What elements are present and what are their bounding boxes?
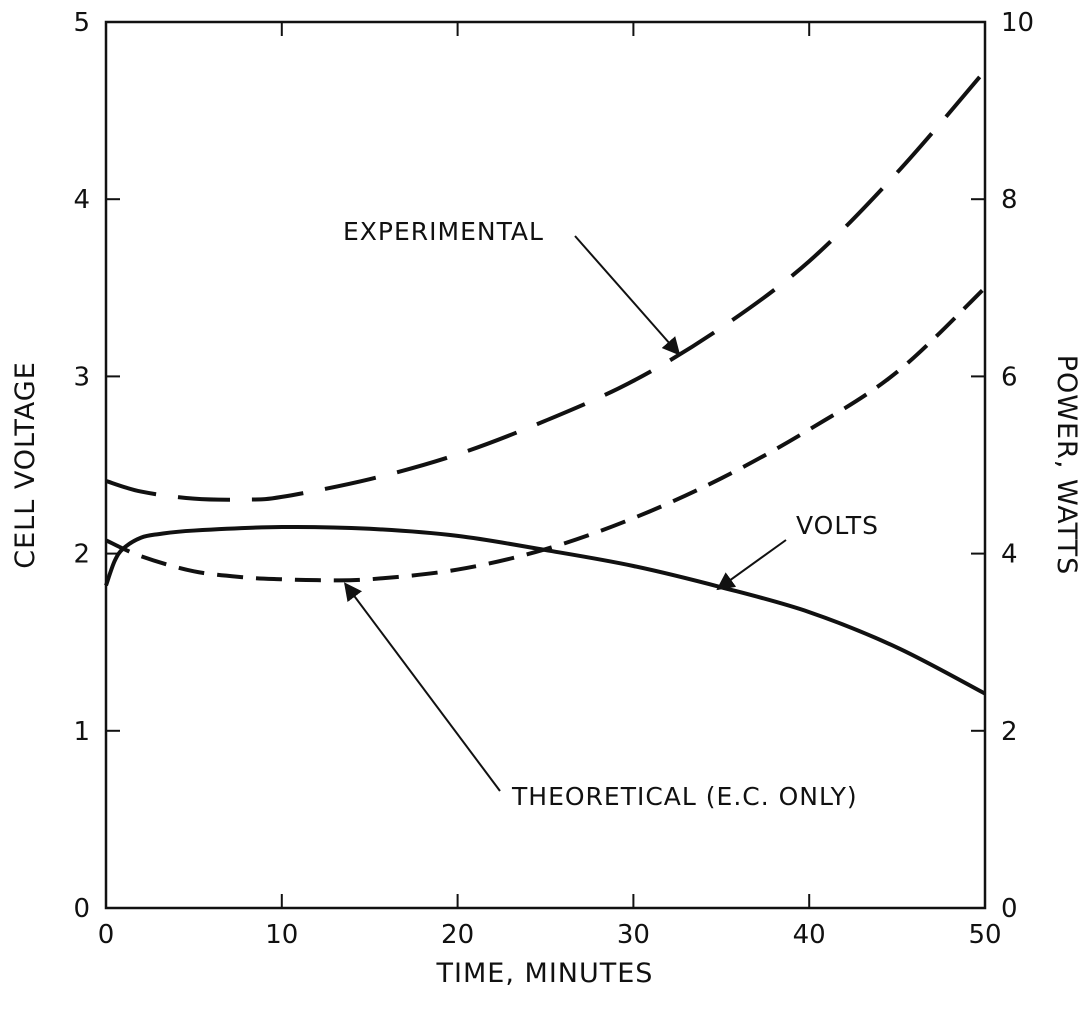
x-tick-label: 10 <box>265 920 298 950</box>
y-left-tick-label: 1 <box>73 717 90 747</box>
x-tick-label: 40 <box>793 920 826 950</box>
y-right-tick-label: 4 <box>1001 540 1018 570</box>
axis-ticks <box>105 21 986 909</box>
y-right-tick-label: 6 <box>1001 362 1018 392</box>
y-axis-right-label: POWER, WATTS <box>1051 355 1082 575</box>
y-left-tick-label: 5 <box>73 8 90 38</box>
x-tick-label: 20 <box>441 920 474 950</box>
annotation-arrow-experimental <box>574 235 681 356</box>
y-axis-left-label: CELL VOLTAGE <box>10 361 41 569</box>
y-left-tick-label: 0 <box>73 894 90 924</box>
y-left-tick-label: 3 <box>73 362 90 392</box>
annotation-layer: EXPERIMENTAL VOLTS THEORETICAL (E.C. ONLY) <box>343 217 879 811</box>
annotation-arrow-theoretical-e-c-only <box>344 582 501 792</box>
x-tick-label: 0 <box>98 920 115 950</box>
y-right-tick-label: 8 <box>1001 185 1018 215</box>
annotation-label-theoretical-e-c-only: THEORETICAL (E.C. ONLY) <box>511 782 858 811</box>
annotation-arrow-volts <box>716 539 787 591</box>
series-line-theoretical-e-c-only <box>105 286 987 583</box>
annotation-label-experimental: EXPERIMENTAL <box>343 217 544 246</box>
y-right-tick-label: 0 <box>1001 894 1018 924</box>
y-right-tick-label: 10 <box>1001 8 1034 38</box>
y-left-tick-label: 4 <box>73 185 90 215</box>
x-tick-label: 30 <box>617 920 650 950</box>
y-right-tick-label: 2 <box>1001 717 1018 747</box>
series-layer <box>104 69 987 696</box>
annotation-label-volts: VOLTS <box>796 511 879 540</box>
x-tick-label: 50 <box>968 920 1001 950</box>
y-left-tick-label: 2 <box>73 540 90 570</box>
series-line-experimental <box>105 69 987 502</box>
x-axis-label: TIME, MINUTES <box>436 958 654 989</box>
series-line-volts <box>104 524 986 696</box>
plot-frame <box>104 20 987 910</box>
